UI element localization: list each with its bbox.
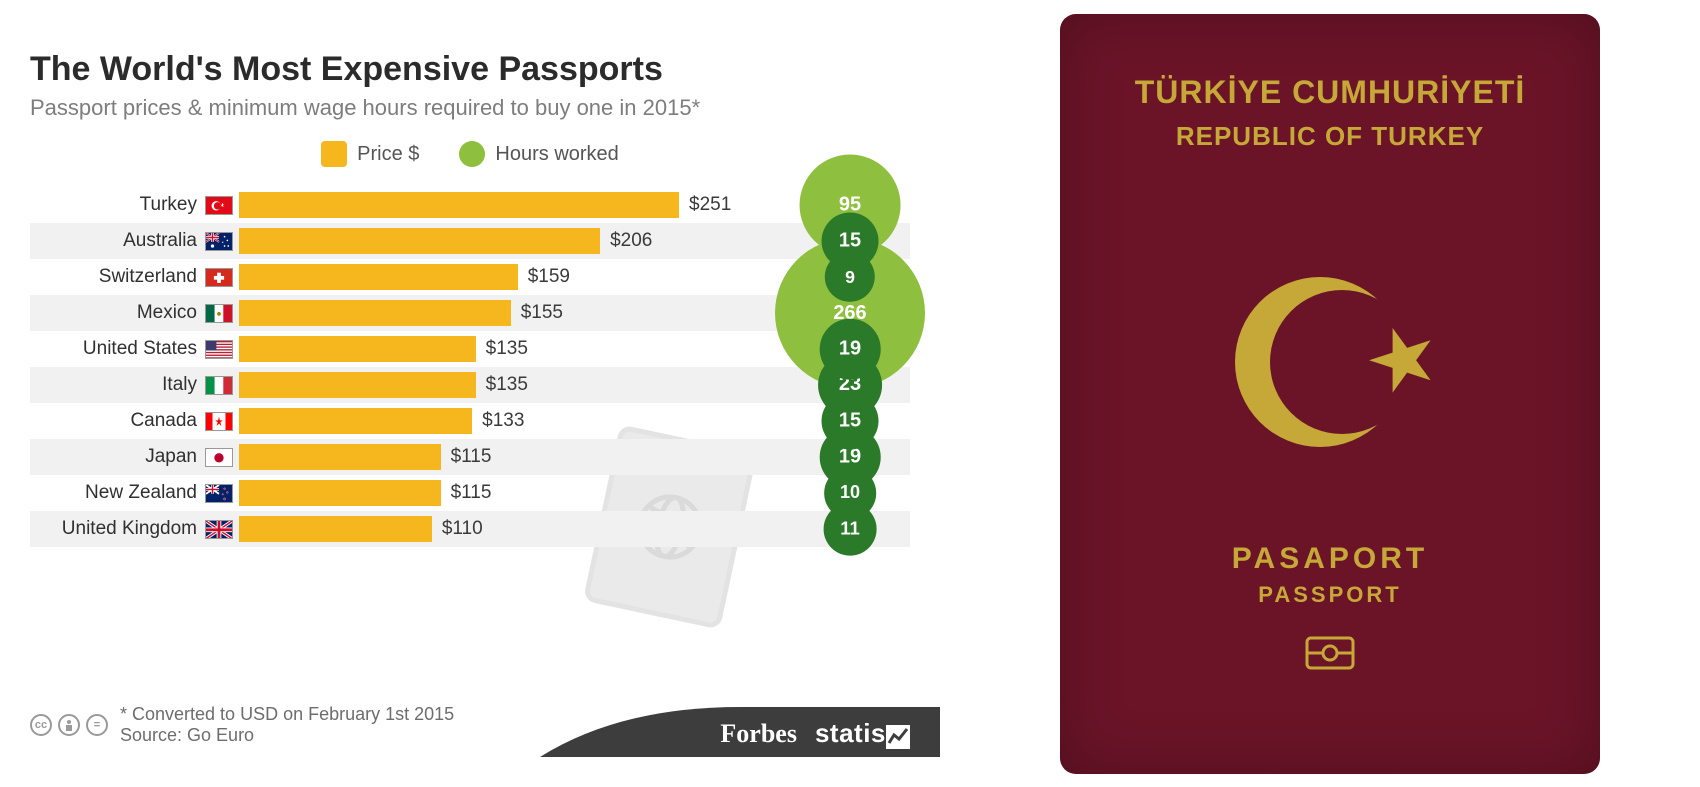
bar-area: $115 bbox=[239, 439, 910, 475]
brand-swoosh: Forbes statista bbox=[540, 702, 940, 757]
bar-area: $135 bbox=[239, 331, 910, 367]
bar-area: $115 bbox=[239, 475, 910, 511]
price-label: $133 bbox=[482, 410, 524, 432]
price-bar bbox=[239, 408, 472, 434]
flag-icon-jp bbox=[205, 448, 233, 467]
price-label: $115 bbox=[451, 446, 492, 468]
price-label: $159 bbox=[528, 266, 570, 288]
statista-logo: statista bbox=[815, 718, 910, 749]
cc-license-icons: cc = bbox=[30, 714, 108, 736]
cc-nd-icon: = bbox=[86, 714, 108, 736]
chart-row: Australia $206 bbox=[30, 223, 910, 259]
country-label: Turkey bbox=[30, 194, 205, 216]
flag-icon-au bbox=[205, 232, 233, 251]
chart-rows: Turkey $251 Australia $206 Switzerland $159 Me… bbox=[30, 187, 910, 547]
bar-area: $159 bbox=[239, 259, 910, 295]
country-label: United States bbox=[30, 338, 205, 360]
passport-panel: TÜRKİYE CUMHURİYETİ REPUBLIC OF TURKEY P… bbox=[940, 0, 1700, 787]
biometric-chip-icon bbox=[1305, 636, 1355, 675]
price-bar bbox=[239, 192, 679, 218]
statista-icon bbox=[886, 725, 910, 749]
price-bar bbox=[239, 264, 518, 290]
chart-subtitle: Passport prices & minimum wage hours req… bbox=[30, 95, 910, 121]
crescent-star-emblem bbox=[1210, 242, 1450, 482]
legend-price-swatch bbox=[321, 141, 347, 167]
country-label: Switzerland bbox=[30, 266, 205, 288]
bar-area: $133 bbox=[239, 403, 910, 439]
country-label: Canada bbox=[30, 410, 205, 432]
country-label: United Kingdom bbox=[30, 518, 205, 540]
legend-hours-swatch bbox=[459, 141, 485, 167]
price-label: $155 bbox=[521, 302, 563, 324]
price-bar bbox=[239, 300, 511, 326]
price-bar bbox=[239, 228, 600, 254]
flag-icon-ca bbox=[205, 412, 233, 431]
chart-row: Switzerland $159 bbox=[30, 259, 910, 295]
cc-icon: cc bbox=[30, 714, 52, 736]
bar-area: $251 bbox=[239, 187, 910, 223]
chart-row: United States $135 bbox=[30, 331, 910, 367]
price-label: $206 bbox=[610, 230, 652, 252]
bar-area: $135 bbox=[239, 367, 910, 403]
price-bar bbox=[239, 480, 441, 506]
chart-row: United Kingdom $110 bbox=[30, 511, 910, 547]
passport-title-en: REPUBLIC OF TURKEY bbox=[1176, 121, 1484, 152]
flag-icon-us bbox=[205, 340, 233, 359]
bar-area: $110 bbox=[239, 511, 910, 547]
flag-icon-it bbox=[205, 376, 233, 395]
country-label: New Zealand bbox=[30, 482, 205, 504]
chart-row: Mexico $155 bbox=[30, 295, 910, 331]
price-label: $135 bbox=[486, 374, 528, 396]
legend-hours-label: Hours worked bbox=[495, 143, 618, 166]
footnote-line2: Source: Go Euro bbox=[120, 725, 454, 747]
price-bar bbox=[239, 444, 441, 470]
country-label: Mexico bbox=[30, 302, 205, 324]
price-bar bbox=[239, 336, 476, 362]
country-label: Italy bbox=[30, 374, 205, 396]
chart-title: The World's Most Expensive Passports bbox=[30, 50, 910, 89]
price-bar bbox=[239, 516, 432, 542]
price-label: $251 bbox=[689, 194, 731, 216]
chart-panel: The World's Most Expensive Passports Pas… bbox=[0, 0, 940, 787]
footnote: * Converted to USD on February 1st 2015 … bbox=[120, 704, 454, 747]
legend-price: Price $ bbox=[321, 141, 419, 167]
chart-row: New Zealand $115 bbox=[30, 475, 910, 511]
chart-row: Canada $133 bbox=[30, 403, 910, 439]
chart-row: Japan $115 bbox=[30, 439, 910, 475]
passport-title-tr: TÜRKİYE CUMHURİYETİ bbox=[1135, 74, 1526, 111]
chart-row: Turkey $251 bbox=[30, 187, 910, 223]
passport-label-tr: PASAPORT bbox=[1232, 542, 1428, 576]
bar-area: $155 bbox=[239, 295, 910, 331]
footnote-line1: * Converted to USD on February 1st 2015 bbox=[120, 704, 454, 726]
legend-price-label: Price $ bbox=[357, 143, 419, 166]
bar-area: $206 bbox=[239, 223, 910, 259]
flag-icon-nz bbox=[205, 484, 233, 503]
chart-legend: Price $ Hours worked bbox=[30, 141, 910, 167]
price-label: $115 bbox=[451, 482, 492, 504]
flag-icon-ch bbox=[205, 268, 233, 287]
country-label: Australia bbox=[30, 230, 205, 252]
passport-cover: TÜRKİYE CUMHURİYETİ REPUBLIC OF TURKEY P… bbox=[1060, 14, 1600, 774]
flag-icon-mx bbox=[205, 304, 233, 323]
price-label: $135 bbox=[486, 338, 528, 360]
country-label: Japan bbox=[30, 446, 205, 468]
price-bar bbox=[239, 372, 476, 398]
passport-label-en: PASSPORT bbox=[1258, 582, 1401, 608]
chart-row: Italy $135 bbox=[30, 367, 910, 403]
forbes-logo: Forbes bbox=[720, 719, 797, 749]
legend-hours: Hours worked bbox=[459, 141, 618, 167]
flag-icon-gb bbox=[205, 520, 233, 539]
flag-icon-tr bbox=[205, 196, 233, 215]
cc-by-icon bbox=[58, 714, 80, 736]
price-label: $110 bbox=[442, 518, 483, 540]
